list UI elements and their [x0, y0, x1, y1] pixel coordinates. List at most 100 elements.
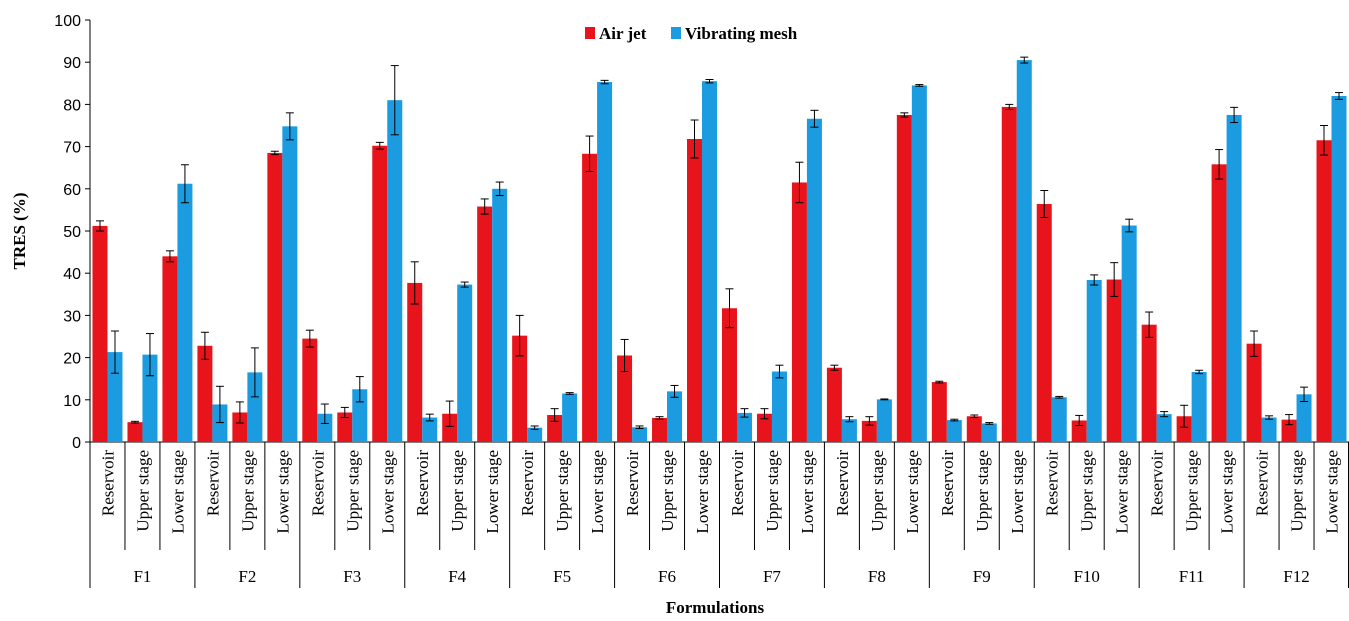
plot-area: 0 10 20 30 40 50 60 70 80 90 100 Reservoir Upper sta… — [54, 13, 1349, 588]
bar-air-jet-f7-reservoir — [721, 308, 737, 442]
legend: Air jet Vibrating mesh — [585, 24, 798, 43]
bar-air-jet-f7-lower-stage — [791, 182, 807, 442]
x-category-label-f6-lower-stage: Lower stage — [693, 450, 712, 534]
bar-air-jet-f12-upper-stage — [1281, 419, 1297, 442]
bar-air-jet-f1-lower-stage — [162, 256, 178, 442]
y-tick-label-0: 0 — [72, 435, 81, 452]
y-tick-label-90: 90 — [63, 55, 81, 72]
x-category-label-f5-lower-stage: Lower stage — [588, 450, 607, 534]
bar-air-jet-f6-lower-stage — [687, 139, 703, 442]
bar-vibrating-mesh-f5-lower-stage — [597, 82, 613, 442]
bar-air-jet-f4-reservoir — [407, 282, 423, 442]
bar-air-jet-f8-lower-stage — [896, 114, 912, 442]
group-label-f2: F2 — [238, 567, 256, 586]
x-category-label-f7-upper-stage: Upper stage — [763, 450, 782, 532]
x-category-label-f12-reservoir: Reservoir — [1253, 450, 1272, 516]
x-category-label-f11-upper-stage: Upper stage — [1183, 450, 1202, 532]
x-category-label-f1-reservoir: Reservoir — [98, 450, 117, 516]
group-label-f6: F6 — [658, 567, 676, 586]
bar-vibrating-mesh-f3-upper-stage — [352, 389, 368, 442]
x-category-label-f8-upper-stage: Upper stage — [868, 450, 887, 532]
bar-air-jet-f9-lower-stage — [1001, 106, 1017, 442]
bar-air-jet-f5-lower-stage — [582, 153, 598, 443]
bar-vibrating-mesh-f12-reservoir — [1261, 417, 1277, 442]
group-label-f4: F4 — [448, 567, 466, 586]
x-category-label-f3-lower-stage: Lower stage — [378, 450, 397, 534]
bar-air-jet-f9-upper-stage — [966, 416, 982, 442]
x-category-label-f8-reservoir: Reservoir — [833, 450, 852, 516]
x-category-label-f4-reservoir: Reservoir — [413, 450, 432, 516]
x-category-label-f9-upper-stage: Upper stage — [973, 450, 992, 532]
bar-air-jet-f1-upper-stage — [127, 422, 143, 442]
bar-vibrating-mesh-f9-reservoir — [946, 420, 962, 442]
group-label-f7: F7 — [763, 567, 781, 586]
y-tick-label-50: 50 — [63, 224, 81, 241]
x-axis-title: Formulations — [666, 598, 765, 617]
bar-air-jet-f3-lower-stage — [372, 145, 388, 443]
bar-vibrating-mesh-f4-lower-stage — [492, 188, 508, 442]
x-category-label-f12-upper-stage: Upper stage — [1288, 450, 1307, 532]
bar-air-jet-f4-upper-stage — [442, 413, 458, 442]
group-label-f9: F9 — [973, 567, 991, 586]
bar-vibrating-mesh-f6-lower-stage — [702, 81, 718, 442]
bar-air-jet-f2-lower-stage — [267, 152, 283, 442]
bar-vibrating-mesh-f8-lower-stage — [911, 85, 927, 442]
y-tick-label-60: 60 — [63, 182, 81, 199]
x-category-label-f10-reservoir: Reservoir — [1043, 450, 1062, 516]
bar-vibrating-mesh-f5-reservoir — [527, 427, 543, 442]
y-tick-label-30: 30 — [63, 308, 81, 325]
bar-air-jet-f1-reservoir — [92, 225, 108, 442]
group-label-f8: F8 — [868, 567, 886, 586]
x-category-label-f9-reservoir: Reservoir — [938, 450, 957, 516]
x-category-label-f7-reservoir: Reservoir — [728, 450, 747, 516]
legend-swatch-air-jet — [585, 27, 595, 39]
bar-vibrating-mesh-f1-reservoir — [107, 352, 123, 442]
legend-label-vibrating-mesh: Vibrating mesh — [685, 24, 798, 43]
x-category-label-f10-lower-stage: Lower stage — [1113, 450, 1132, 534]
legend-label-air-jet: Air jet — [599, 24, 647, 43]
bar-vibrating-mesh-f2-reservoir — [212, 404, 228, 442]
bar-vibrating-mesh-f4-upper-stage — [457, 284, 473, 442]
bar-vibrating-mesh-f10-upper-stage — [1086, 279, 1102, 442]
bar-air-jet-f2-upper-stage — [232, 412, 248, 442]
x-category-label-f5-reservoir: Reservoir — [518, 450, 537, 516]
group-label-f10: F10 — [1073, 567, 1099, 586]
bar-vibrating-mesh-f7-reservoir — [736, 412, 752, 442]
bar-air-jet-f6-reservoir — [617, 355, 633, 442]
bar-vibrating-mesh-f8-upper-stage — [876, 399, 892, 442]
group-label-f1: F1 — [133, 567, 151, 586]
y-tick-label-10: 10 — [63, 393, 81, 410]
y-axis-title: TRES (%) — [10, 193, 29, 270]
x-category-label-f4-lower-stage: Lower stage — [483, 450, 502, 534]
bar-vibrating-mesh-f9-upper-stage — [981, 423, 997, 442]
bar-vibrating-mesh-f7-lower-stage — [806, 118, 822, 443]
group-label-f11: F11 — [1179, 567, 1205, 586]
bar-air-jet-f7-upper-stage — [756, 413, 772, 442]
group-label-f12: F12 — [1283, 567, 1309, 586]
bar-vibrating-mesh-f6-upper-stage — [667, 391, 683, 442]
bar-air-jet-f12-reservoir — [1246, 343, 1262, 442]
x-category-label-f10-upper-stage: Upper stage — [1078, 450, 1097, 532]
bar-air-jet-f10-lower-stage — [1106, 279, 1122, 442]
bar-air-jet-f11-upper-stage — [1176, 416, 1192, 442]
x-category-label-f7-lower-stage: Lower stage — [798, 450, 817, 534]
group-label-f3: F3 — [343, 567, 361, 586]
x-category-label-f6-upper-stage: Upper stage — [658, 450, 677, 532]
bar-air-jet-f11-reservoir — [1141, 324, 1157, 442]
bar-air-jet-f5-reservoir — [512, 335, 528, 442]
x-category-label-f3-reservoir: Reservoir — [308, 450, 327, 516]
bar-vibrating-mesh-f12-upper-stage — [1296, 394, 1312, 442]
bar-vibrating-mesh-f12-lower-stage — [1331, 95, 1347, 443]
bar-vibrating-mesh-f10-lower-stage — [1121, 225, 1137, 442]
x-category-label-f9-lower-stage: Lower stage — [1008, 450, 1027, 534]
bar-air-jet-f4-lower-stage — [477, 206, 493, 442]
x-category-label-f3-upper-stage: Upper stage — [343, 450, 362, 532]
x-category-label-f2-lower-stage: Lower stage — [273, 450, 292, 534]
bar-vibrating-mesh-f11-upper-stage — [1191, 371, 1207, 442]
bar-air-jet-f6-upper-stage — [652, 417, 668, 442]
bar-vibrating-mesh-f9-lower-stage — [1016, 60, 1032, 443]
x-category-label-f5-upper-stage: Upper stage — [553, 450, 572, 532]
y-tick-label-80: 80 — [63, 97, 81, 114]
bar-vibrating-mesh-f2-lower-stage — [282, 126, 298, 443]
